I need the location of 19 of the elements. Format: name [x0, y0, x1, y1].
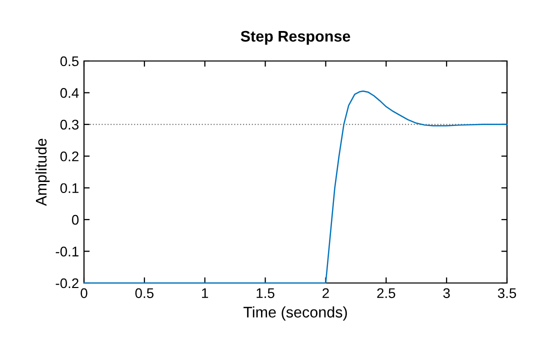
x-tick-label: 0.5 [135, 288, 154, 298]
y-tick-label: -0.1 [56, 246, 78, 256]
x-tick-label: 2.5 [377, 288, 396, 298]
y-tick-label: 0.4 [60, 88, 79, 98]
x-tick-label: 1 [202, 288, 208, 298]
x-tick-label: 2 [322, 288, 329, 298]
chart-title: Step Response [240, 30, 350, 45]
y-tick-label: 0.2 [60, 151, 78, 162]
x-tick-label: 3 [443, 288, 450, 298]
y-tick-label: 0 [72, 214, 79, 225]
x-tick-label: 1.5 [256, 288, 274, 298]
y-tick-label: -0.2 [56, 278, 78, 288]
y-tick-label: 0.5 [60, 56, 79, 66]
y-tick-label: 0.1 [60, 183, 78, 194]
y-tick-label: 0.3 [60, 120, 79, 130]
x-tick-label: 3.5 [498, 288, 516, 298]
x-tick-label: 0 [80, 288, 88, 298]
x-axis-title: Time (seconds) [243, 306, 347, 321]
y-axis-title: Amplitude [35, 138, 50, 206]
